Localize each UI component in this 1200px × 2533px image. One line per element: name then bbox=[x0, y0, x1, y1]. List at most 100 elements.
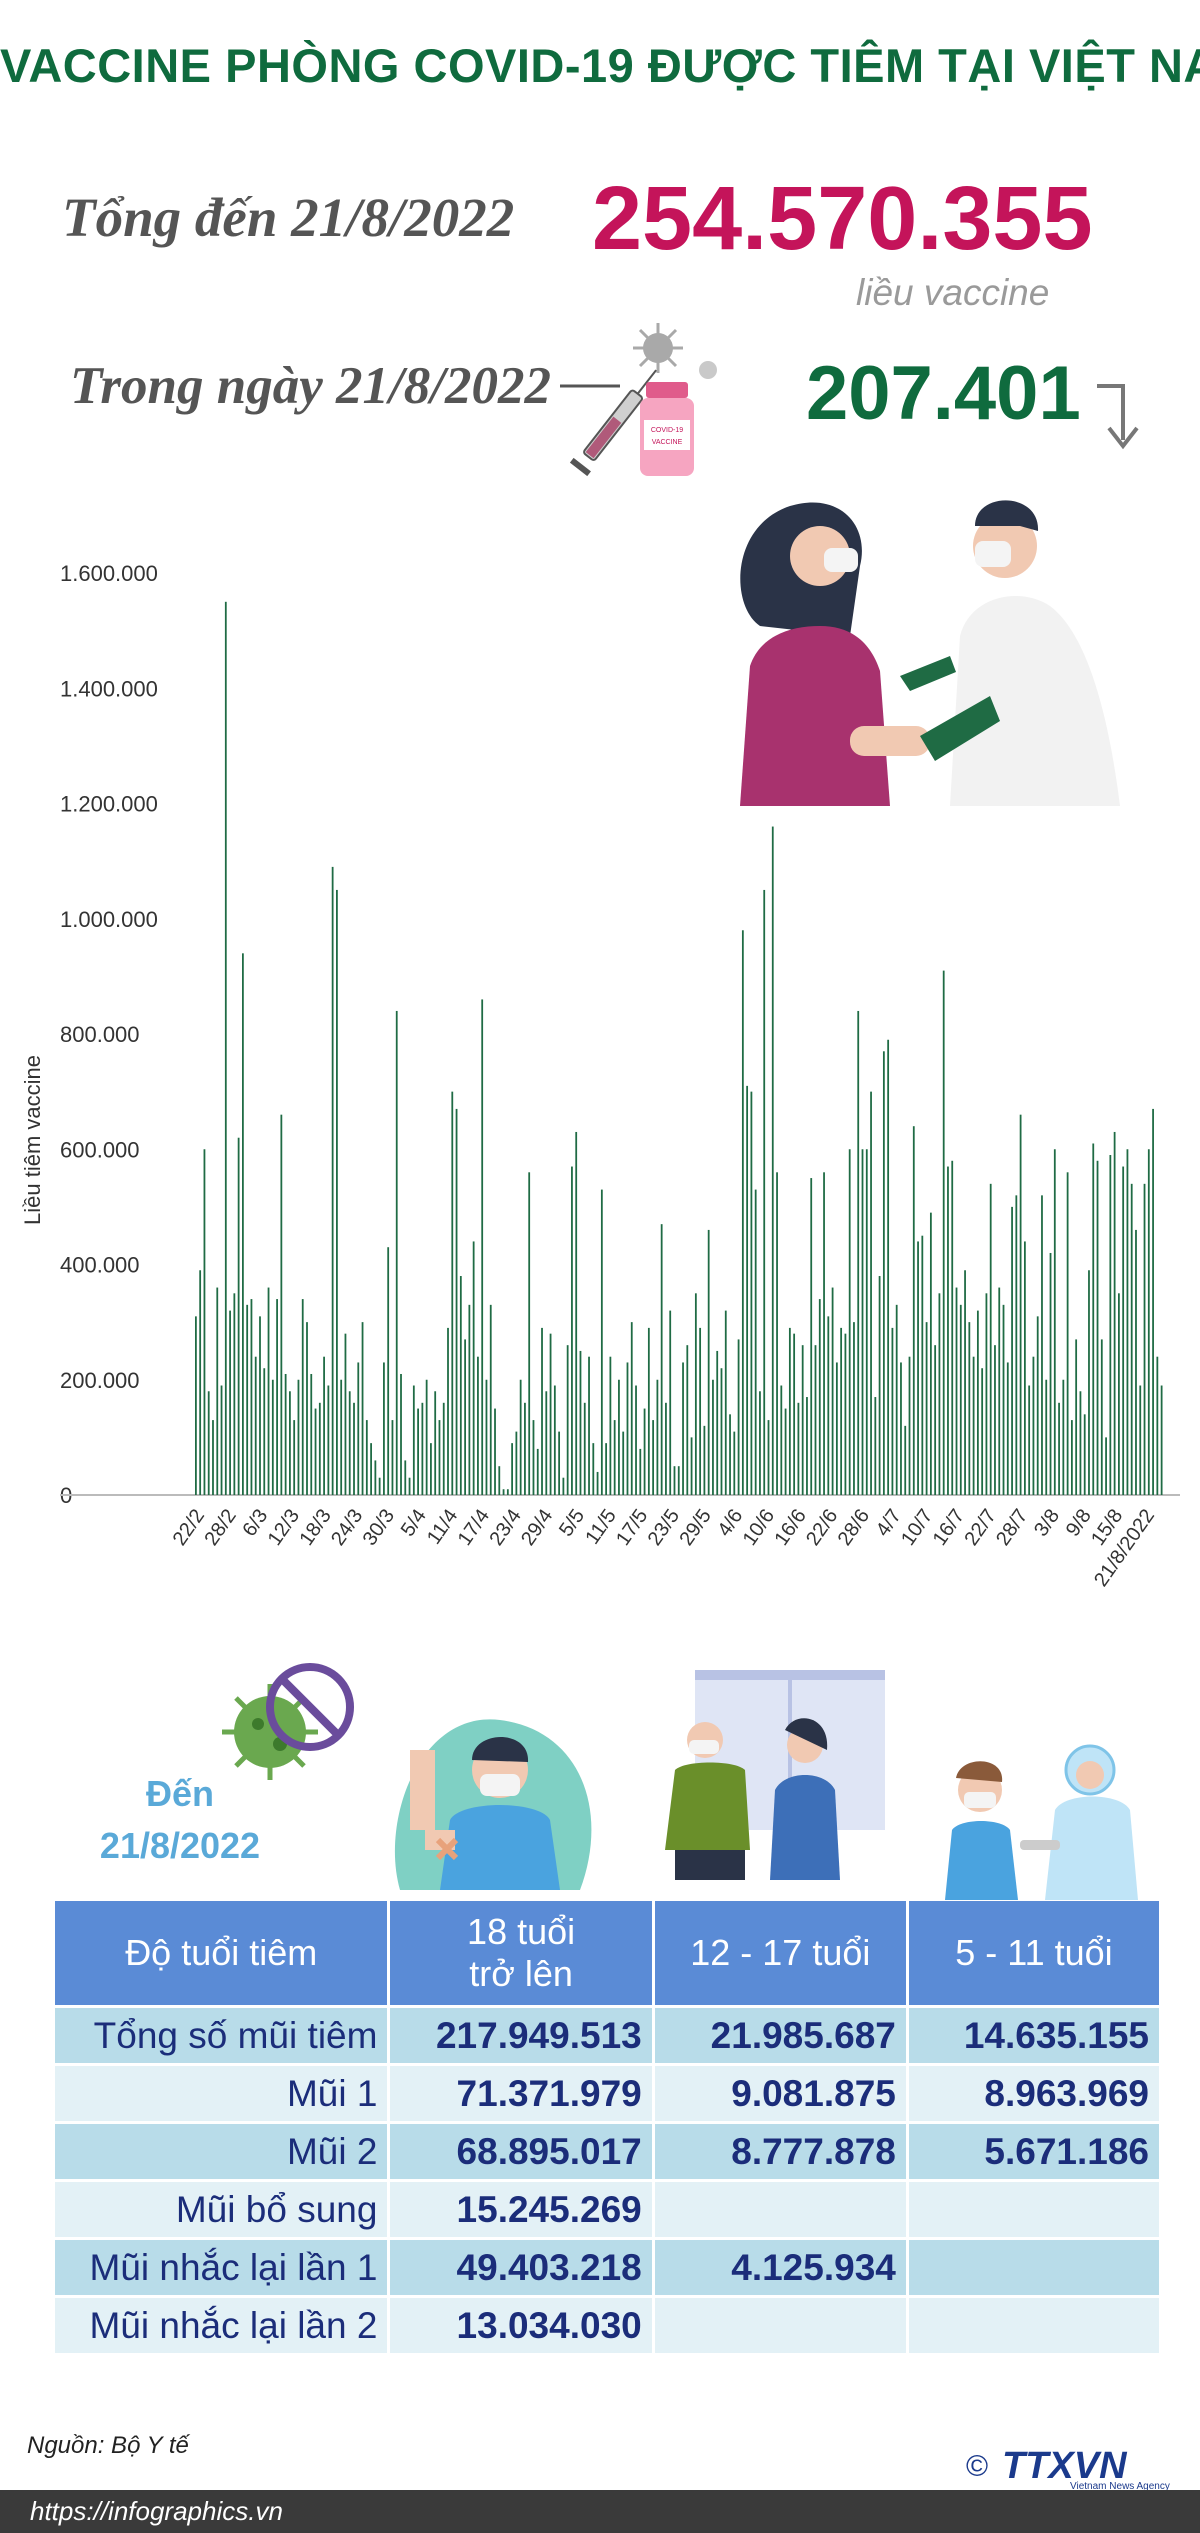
bar bbox=[934, 1345, 937, 1495]
bar bbox=[1036, 1316, 1039, 1495]
bar bbox=[754, 1189, 757, 1495]
bar bbox=[404, 1460, 407, 1495]
bar bbox=[699, 1327, 702, 1495]
x-tick-label: 24/3 bbox=[327, 1505, 367, 1550]
x-tick-label: 11/5 bbox=[581, 1505, 621, 1548]
row-label: Tổng số mũi tiêm bbox=[55, 2008, 388, 2063]
bar bbox=[1019, 1114, 1022, 1495]
header-18-plus-line1: 18 tuổi bbox=[467, 1911, 576, 1952]
logo-subtext: Vietnam News Agency bbox=[1070, 2481, 1170, 2490]
today-doses-value: 207.401 bbox=[806, 351, 1081, 436]
cell-value: 5.671.186 bbox=[908, 2124, 1159, 2179]
bar bbox=[455, 1108, 458, 1495]
bar bbox=[353, 1402, 355, 1495]
bar bbox=[553, 1385, 556, 1495]
bar bbox=[1023, 1241, 1026, 1495]
bar bbox=[959, 1304, 962, 1495]
bar bbox=[1049, 1252, 1052, 1495]
x-tick-label: 16/6 bbox=[770, 1505, 810, 1550]
bar bbox=[682, 1362, 684, 1495]
bar bbox=[1152, 1108, 1154, 1495]
cell-value: 21.985.687 bbox=[654, 2008, 906, 2063]
down-arrow-icon bbox=[1097, 384, 1139, 450]
bar bbox=[588, 1356, 590, 1495]
bar bbox=[882, 1051, 885, 1495]
bar bbox=[1041, 1195, 1043, 1495]
bar bbox=[1092, 1143, 1095, 1495]
cell-value: 9.081.875 bbox=[654, 2066, 906, 2121]
as-of-date-value: 21/8/2022 bbox=[99, 1825, 261, 1866]
bar bbox=[848, 1149, 851, 1495]
x-tick-label: 17/5 bbox=[612, 1505, 652, 1550]
x-tick-label: 22/6 bbox=[802, 1505, 842, 1550]
bar bbox=[451, 1091, 454, 1496]
footer-url-link[interactable]: https://infographics.vn bbox=[30, 2496, 283, 2526]
bar bbox=[566, 1345, 569, 1495]
bar bbox=[1096, 1160, 1099, 1495]
bar bbox=[310, 1373, 313, 1495]
bar bbox=[917, 1241, 919, 1495]
bar bbox=[271, 1379, 274, 1495]
bar bbox=[925, 1322, 928, 1496]
x-tick-label: 3/8 bbox=[1030, 1505, 1064, 1540]
table-row: Mũi nhắc lại lần 1 49.403.218 4.125.934 bbox=[55, 2240, 1159, 2295]
bar bbox=[459, 1276, 462, 1495]
bar bbox=[942, 970, 945, 1495]
bar bbox=[763, 889, 766, 1495]
bar bbox=[1032, 1356, 1035, 1495]
footer-bar: https://infographics.vn bbox=[0, 2490, 1200, 2533]
today-label: Trong ngày 21/8/2022 bbox=[70, 357, 551, 415]
bar bbox=[489, 1304, 492, 1495]
bar bbox=[596, 1471, 599, 1495]
bar bbox=[600, 1189, 603, 1495]
as-of-label: Đến bbox=[145, 1773, 214, 1814]
table-header-row: Độ tuổi tiêm 18 tuổi trở lên 12 - 17 tuổi… bbox=[55, 1901, 1159, 2005]
bar bbox=[951, 1160, 954, 1495]
bar bbox=[438, 1420, 441, 1495]
bar bbox=[571, 1166, 573, 1495]
bar bbox=[1118, 1293, 1120, 1495]
bar bbox=[865, 1149, 868, 1495]
bar bbox=[216, 1287, 219, 1495]
bar bbox=[994, 1345, 996, 1495]
bar bbox=[861, 1149, 864, 1495]
bar bbox=[254, 1356, 257, 1495]
bar bbox=[536, 1448, 539, 1495]
header-12-17: 12 - 17 tuổi bbox=[654, 1901, 906, 2005]
bar bbox=[630, 1322, 633, 1496]
header-5-11: 5 - 11 tuổi bbox=[908, 1901, 1159, 2005]
bar bbox=[840, 1327, 843, 1495]
bar bbox=[1011, 1206, 1013, 1496]
cell-value: 217.949.513 bbox=[390, 2008, 652, 2063]
y-axis-ticks: 0200.000400.000600.000800.0001.000.0001.… bbox=[60, 561, 158, 1508]
bar bbox=[771, 826, 774, 1495]
bars bbox=[195, 601, 1163, 1496]
cell-value bbox=[654, 2298, 906, 2353]
bar bbox=[267, 1287, 270, 1495]
bar bbox=[259, 1316, 261, 1495]
table-row: Tổng số mũi tiêm 217.949.513 21.985.687 … bbox=[55, 2008, 1159, 2063]
bar bbox=[1130, 1183, 1133, 1495]
bar bbox=[613, 1420, 616, 1495]
bar bbox=[998, 1287, 1001, 1495]
table-row: Mũi nhắc lại lần 2 13.034.030 bbox=[55, 2298, 1159, 2353]
bar bbox=[955, 1287, 958, 1495]
bar bbox=[741, 930, 744, 1495]
y-tick-label: 1.200.000 bbox=[60, 792, 158, 817]
bar bbox=[814, 1345, 817, 1495]
y-tick-label: 1.600.000 bbox=[60, 561, 158, 586]
bar bbox=[524, 1402, 526, 1495]
x-tick-label: 30/3 bbox=[359, 1505, 399, 1550]
bar bbox=[199, 1270, 202, 1495]
x-tick-label: 12/3 bbox=[264, 1505, 304, 1550]
cell-value: 8.777.878 bbox=[654, 2124, 906, 2179]
bar bbox=[1079, 1391, 1082, 1495]
bar bbox=[293, 1420, 296, 1495]
cell-value: 13.034.030 bbox=[390, 2298, 652, 2353]
bar bbox=[895, 1304, 898, 1495]
bar bbox=[989, 1183, 992, 1495]
bar bbox=[647, 1327, 650, 1495]
bar bbox=[643, 1408, 646, 1495]
bar bbox=[857, 1010, 860, 1495]
bar bbox=[468, 1304, 471, 1495]
